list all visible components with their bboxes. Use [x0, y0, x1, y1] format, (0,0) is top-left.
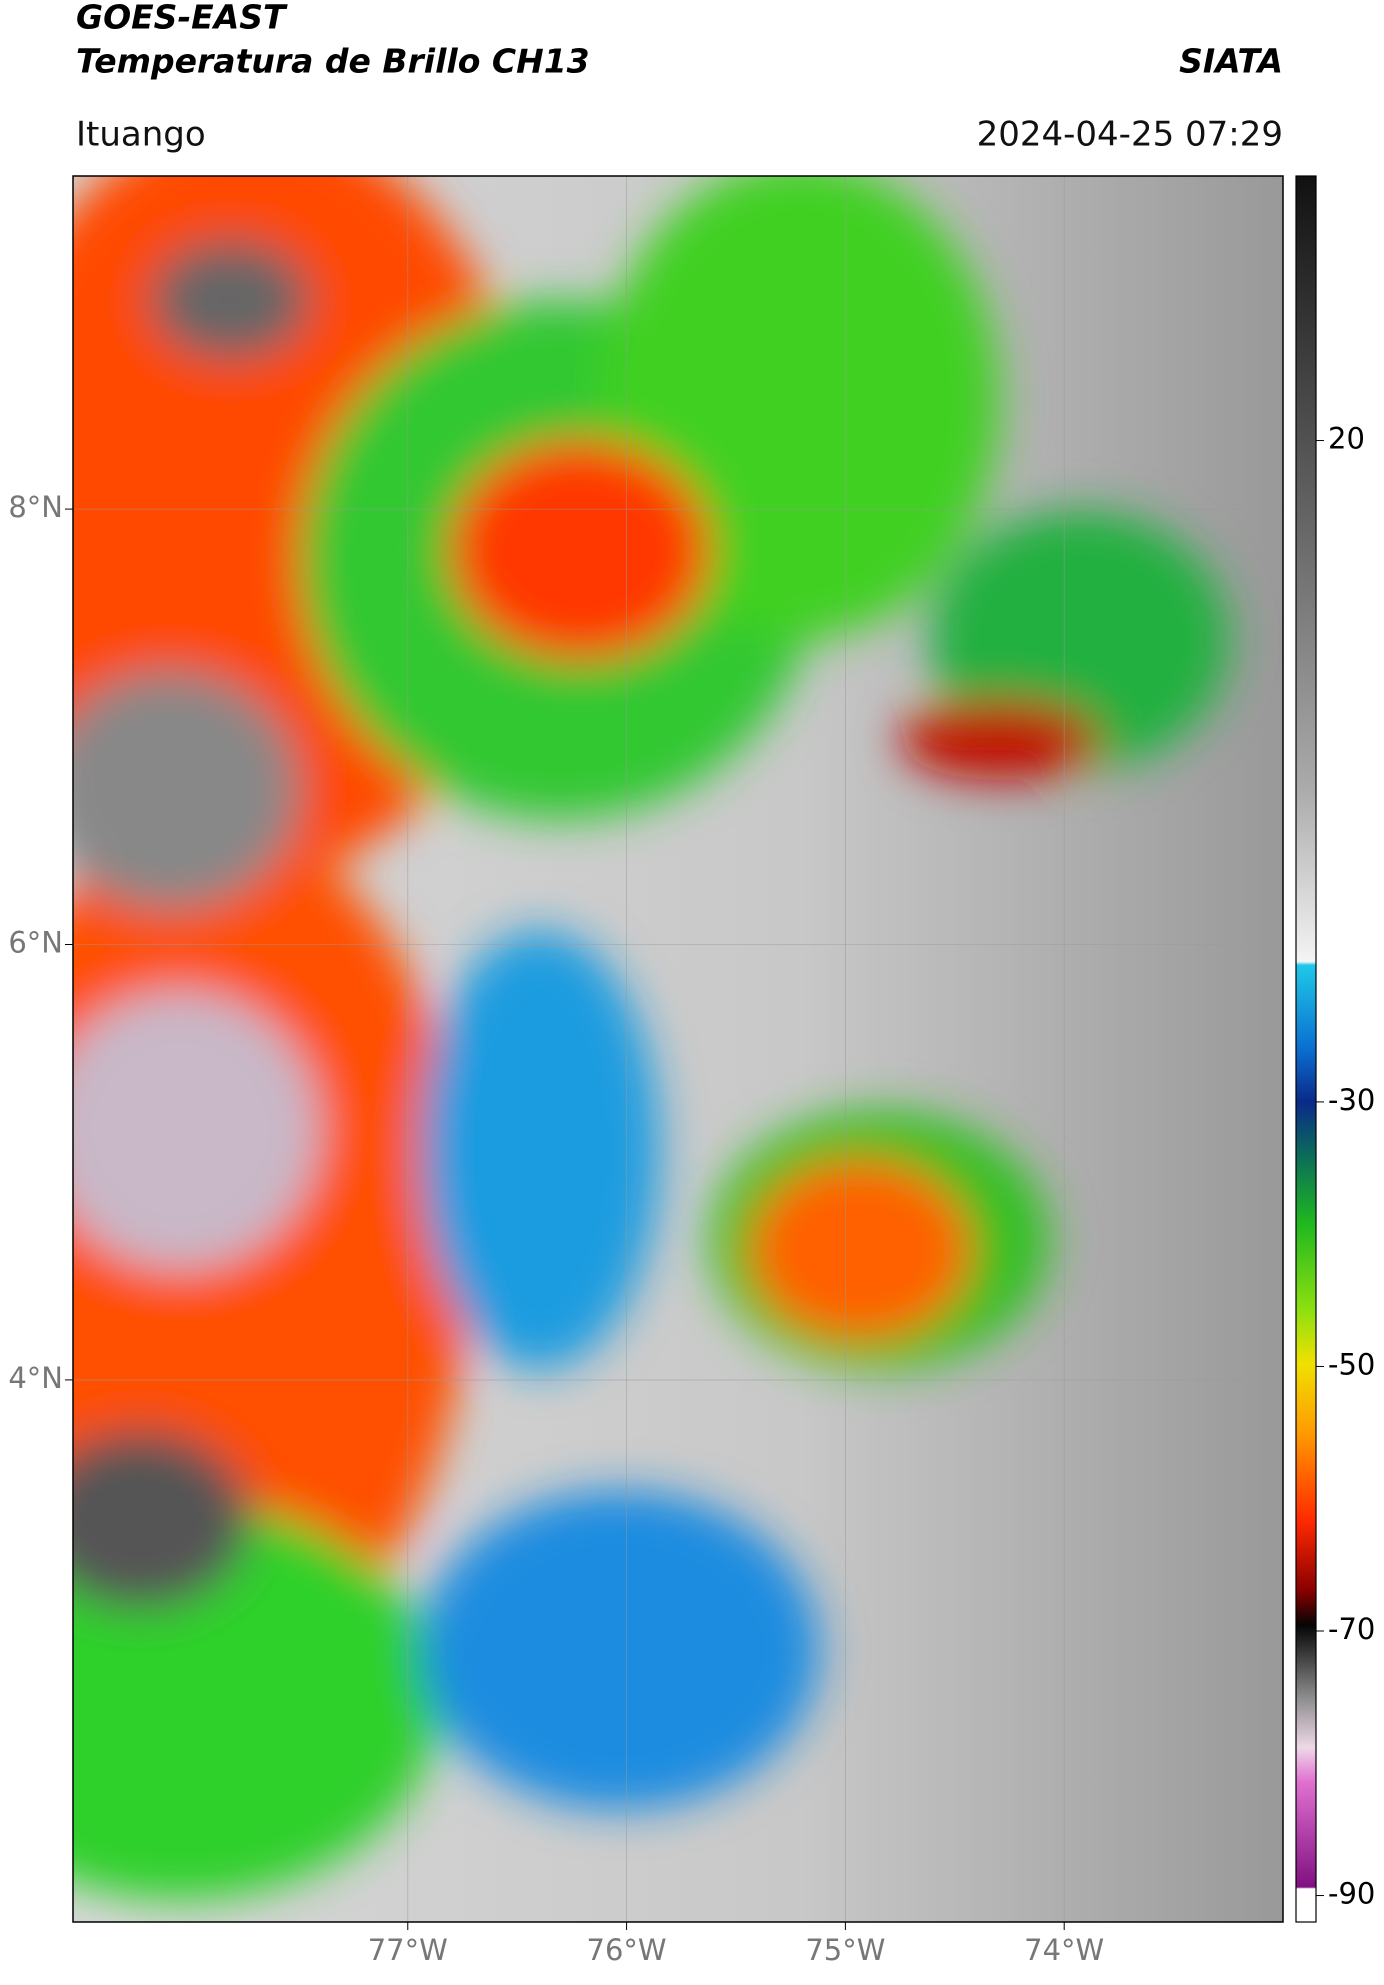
- y-tick-label: 6°N: [8, 926, 63, 960]
- colorbar-tick-label: -70: [1328, 1612, 1375, 1646]
- colorbar-tick-label: -30: [1328, 1083, 1375, 1117]
- y-tick-label: 8°N: [8, 490, 63, 524]
- x-tick-label: 76°W: [587, 1933, 667, 1967]
- colorbar-tick-label: 20: [1328, 422, 1365, 456]
- colorbar: [1295, 175, 1317, 1923]
- datetime: 2024-04-25 07:29: [977, 115, 1283, 155]
- colorbar-tick-label: -90: [1328, 1877, 1375, 1911]
- satellite-image: [73, 176, 1283, 1922]
- source: SIATA: [1179, 42, 1283, 81]
- y-tick-label: 4°N: [8, 1361, 63, 1395]
- x-tick-label: 74°W: [1024, 1933, 1104, 1967]
- title: GOES-EAST: [76, 0, 288, 37]
- subtitle: Temperatura de Brillo CH13: [76, 42, 590, 81]
- graticule: [73, 176, 1283, 1922]
- x-tick-label: 77°W: [368, 1933, 448, 1967]
- x-tick-label: 75°W: [805, 1933, 885, 1967]
- region: Ituango: [76, 115, 206, 155]
- colorbar-tick-label: -50: [1328, 1347, 1375, 1381]
- map-frame: [72, 175, 1284, 1923]
